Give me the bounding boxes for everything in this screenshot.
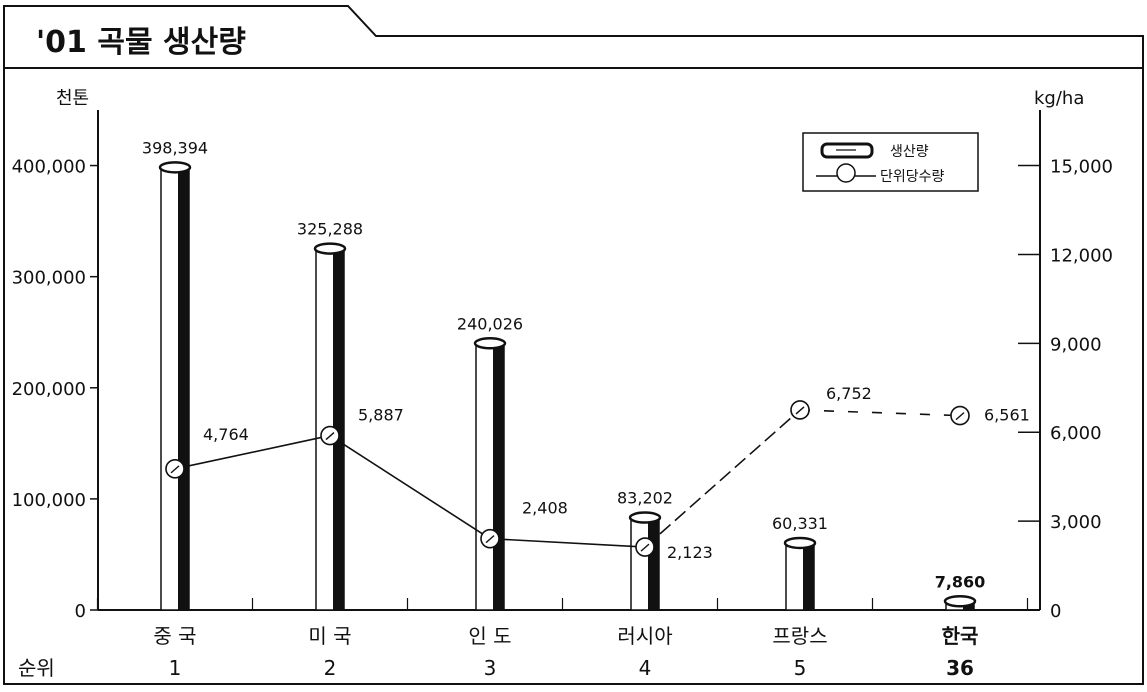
left-tick-label: 100,000: [12, 490, 86, 511]
bar: 83,202: [617, 489, 673, 611]
rank-label: 2: [324, 656, 337, 680]
bar-cap: [943, 595, 977, 608]
legend-bar-label: 생산량: [890, 144, 929, 160]
yield-point: 4,764: [165, 425, 249, 479]
bar-value-label: 325,288: [297, 220, 363, 239]
rank-label: 5: [794, 656, 807, 680]
yield-value-label: 6,561: [984, 406, 1030, 425]
chart-title: '01 곡물 생산량: [36, 25, 246, 60]
bar: 60,331: [772, 514, 828, 611]
line-series: 4,764 5,887 2,408 2,123 6,752 6,561: [165, 384, 1030, 562]
yield-value-label: 6,752: [826, 384, 872, 403]
bar-series: 398,394 325,288 240,026 83,202 60,331 7,860: [142, 138, 986, 611]
legend-line-marker: [836, 163, 856, 183]
bar-cap: [158, 161, 192, 174]
bar-cap: [473, 337, 507, 350]
category-label: 중 국: [153, 624, 196, 648]
yield-marker-mark: [170, 465, 180, 474]
left-axis-ticks: 0 100,000 200,000 300,000 400,000: [12, 157, 98, 622]
right-tick-label: 12,000: [1050, 245, 1113, 266]
yield-line-segment: [799, 409, 961, 417]
bar-shadow: [178, 169, 189, 610]
bar-shadow: [493, 345, 504, 610]
left-tick-label: 400,000: [12, 157, 86, 178]
bar-value-label: 240,026: [457, 314, 523, 333]
bar: 325,288: [297, 220, 363, 611]
yield-marker-mark: [640, 543, 650, 552]
yield-marker-mark: [795, 406, 805, 415]
yield-line-segment: [489, 537, 646, 548]
right-axis-ticks: 0 3,000 6,000 9,000 12,000 15,000: [1018, 157, 1113, 622]
category-label: 인 도: [468, 624, 511, 648]
rank-label: 36: [946, 656, 974, 680]
category-label: 프랑스: [772, 624, 827, 648]
bar-cap: [628, 511, 662, 524]
yield-point: 2,123: [635, 537, 713, 562]
yield-marker-mark: [955, 412, 965, 421]
category-label: 러시아: [617, 624, 672, 648]
yield-point: 2,408: [480, 499, 568, 549]
right-tick-label: 15,000: [1050, 157, 1113, 178]
rank-label: 1: [169, 656, 182, 680]
legend-line-label: 단위당수량: [880, 169, 945, 185]
yield-value-label: 5,887: [358, 406, 404, 425]
bar-cap: [783, 536, 817, 550]
yield-point: 6,561: [950, 406, 1030, 426]
category-label: 미 국: [308, 624, 351, 648]
left-tick-label: 0: [75, 601, 86, 622]
bar-value-label: 7,860: [935, 572, 986, 591]
category-labels: 중 국 1 미 국 2 인 도 3 러시아 4 프랑스 5 한국 36: [153, 624, 978, 680]
bar-cap: [313, 242, 347, 255]
right-tick-label: 9,000: [1050, 334, 1102, 355]
bar: 240,026: [457, 314, 523, 611]
legend: 생산량 단위당수량: [802, 132, 979, 192]
yield-value-label: 2,123: [667, 543, 713, 562]
rank-label: 4: [639, 656, 652, 680]
bar-shadow: [803, 544, 814, 610]
bar: 7,860: [935, 572, 986, 611]
yield-line-segment: [644, 409, 801, 548]
yield-line-segment: [174, 434, 331, 470]
bar-value-label: 398,394: [142, 138, 208, 157]
yield-value-label: 4,764: [203, 425, 249, 444]
rank-row-label: 순위: [18, 656, 55, 680]
right-tick-label: 3,000: [1050, 512, 1102, 533]
right-axis-unit: kg/ha: [1034, 88, 1084, 109]
left-tick-label: 300,000: [12, 268, 86, 289]
yield-point: 6,752: [790, 384, 872, 420]
left-axis-unit: 천톤: [56, 88, 89, 109]
rank-label: 3: [484, 656, 497, 680]
bar-value-label: 60,331: [772, 514, 828, 533]
yield-marker-mark: [325, 432, 335, 441]
yield-point: 5,887: [320, 406, 404, 446]
bar-shadow: [648, 519, 659, 610]
bar-shadow: [333, 250, 344, 610]
bar: 398,394: [142, 138, 208, 611]
yield-line-segment: [329, 434, 491, 540]
left-tick-label: 200,000: [12, 379, 86, 400]
right-tick-label: 0: [1050, 601, 1061, 622]
baseline-ticks: [96, 598, 1029, 610]
yield-value-label: 2,408: [522, 499, 568, 518]
yield-marker-mark: [485, 535, 495, 544]
category-label: 한국: [942, 624, 979, 648]
bar-value-label: 83,202: [617, 489, 673, 508]
right-tick-label: 6,000: [1050, 423, 1102, 444]
